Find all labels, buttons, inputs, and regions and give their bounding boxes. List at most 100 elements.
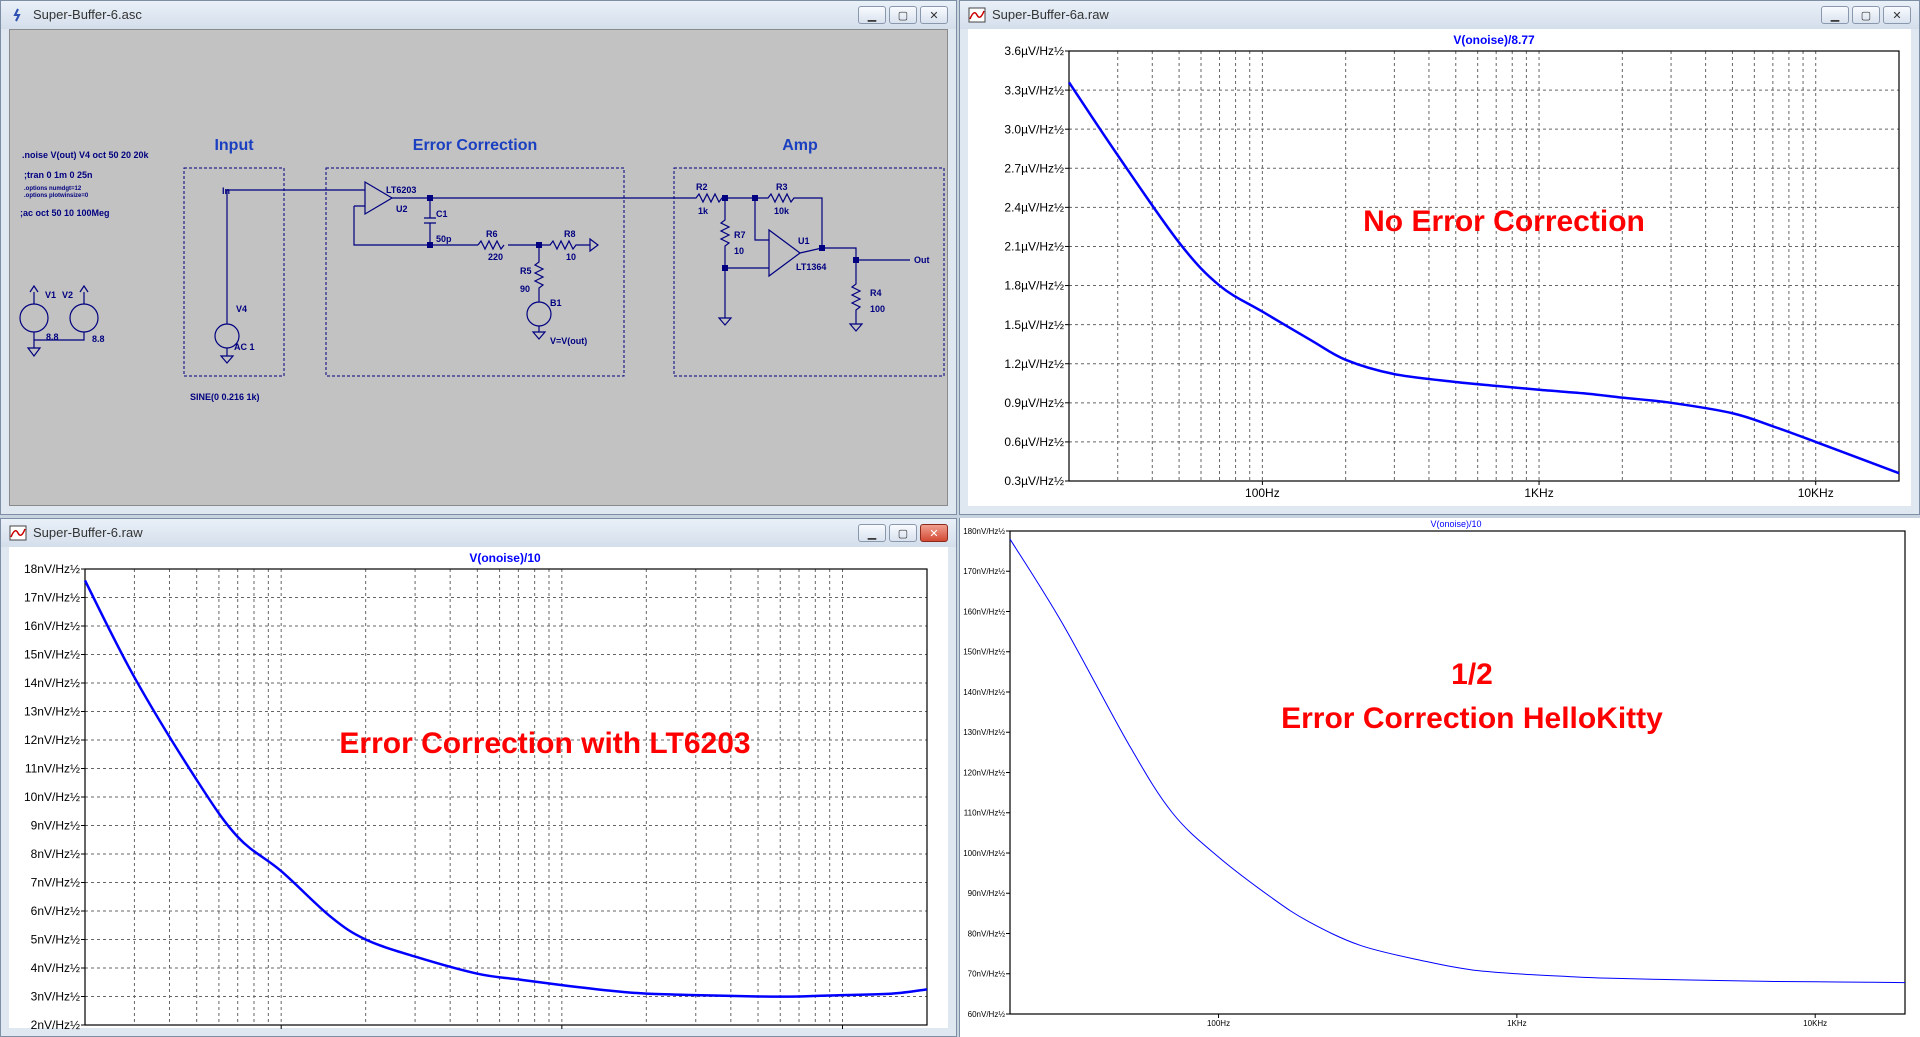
u2-opamp[interactable]: [364, 180, 394, 216]
r8-label: R8: [564, 229, 576, 239]
close-button[interactable]: ✕: [920, 524, 948, 542]
r3-resistor[interactable]: [755, 192, 823, 248]
r4-label: R4: [870, 288, 882, 298]
y-tick-label: 16nV/Hz½: [24, 619, 80, 633]
v4-value: AC 1: [234, 342, 255, 352]
close-button[interactable]: ✕: [1883, 6, 1911, 24]
plot-bl-area[interactable]: V(onoise)/10 Error Correction with LT620…: [9, 547, 948, 1030]
plot-window-no-correction[interactable]: Super-Buffer-6a.raw ▁ ▢ ✕ V(onoise)/8.77…: [959, 0, 1920, 515]
minimize-button[interactable]: ▁: [858, 524, 886, 542]
r5-label: R5: [520, 266, 532, 276]
c1-value: 50p: [436, 234, 452, 244]
maximize-button[interactable]: ▢: [1852, 6, 1880, 24]
maximize-button[interactable]: ▢: [889, 524, 917, 542]
r5-resistor[interactable]: [533, 245, 545, 302]
in-net-label: In: [222, 186, 230, 196]
y-tick-label: 2.7µV/Hz½: [1004, 161, 1064, 175]
y-tick-label: 120nV/Hz½: [963, 768, 1005, 777]
y-tick-label: 180nV/Hz½: [963, 527, 1005, 536]
x-tick-label: 10KHz: [1798, 486, 1834, 500]
u2-label: U2: [396, 204, 408, 214]
trace-label[interactable]: V(onoise)/8.77: [1453, 33, 1535, 47]
plot-tr-area[interactable]: V(onoise)/8.77 No Error Correction 3.6µV…: [968, 29, 1911, 506]
y-tick-label: 0.9µV/Hz½: [1004, 396, 1064, 410]
v4-label: V4: [236, 304, 247, 314]
trace-line[interactable]: [1067, 81, 1900, 475]
u1-opamp[interactable]: [768, 228, 802, 278]
r4-resistor[interactable]: [850, 260, 862, 324]
y-tick-label: 110nV/Hz½: [964, 809, 1006, 818]
y-tick-label: 13nV/Hz½: [24, 705, 80, 719]
annotation-half: 1/2: [1451, 658, 1493, 691]
y-tick-label: 7nV/Hz½: [31, 876, 80, 890]
input-block-box: [183, 167, 285, 377]
r5-value: 90: [520, 284, 530, 294]
plot-bl-title: Super-Buffer-6.raw: [33, 525, 143, 540]
y-tick-label: 3.3µV/Hz½: [1004, 83, 1064, 97]
r7-resistor[interactable]: [719, 198, 731, 284]
v1-value: 8.8: [46, 332, 59, 342]
noise-directive: .noise V(out) V4 oct 50 20 20k: [22, 150, 150, 160]
y-tick-label: 0.6µV/Hz½: [1004, 435, 1064, 449]
y-tick-label: 2.1µV/Hz½: [1004, 240, 1064, 254]
y-tick-label: 9nV/Hz½: [31, 819, 80, 833]
c1-capacitor[interactable]: [424, 198, 436, 245]
y-tick-label: 15nV/Hz½: [24, 648, 80, 662]
close-button[interactable]: ✕: [920, 6, 948, 24]
x-tick-label: 100Hz: [1245, 486, 1280, 500]
schematic-canvas[interactable]: .noise V(out) V4 oct 50 20 20k ;tran 0 1…: [9, 29, 948, 506]
y-tick-label: 1.8µV/Hz½: [1004, 279, 1064, 293]
y-tick-label: 5nV/Hz½: [31, 933, 80, 947]
error-correction-block-box: [325, 167, 625, 377]
plot-br-svg: V(onoise)/10 1/2 Error Correction HelloK…: [963, 519, 1906, 1028]
plot-window-lt6203[interactable]: Super-Buffer-6.raw ▁ ▢ ✕ V(onoise)/10 Er…: [0, 518, 957, 1037]
u1-model: LT1364: [796, 262, 826, 272]
schematic-window[interactable]: Super-Buffer-6.asc ▁ ▢ ✕ .noise V(out) V…: [0, 0, 957, 515]
y-tick-label: 10nV/Hz½: [24, 790, 80, 804]
maximize-button[interactable]: ▢: [889, 6, 917, 24]
b1-value: V=V(out): [550, 336, 587, 346]
y-tick-label: 11nV/Hz½: [25, 762, 80, 776]
schematic-titlebar[interactable]: Super-Buffer-6.asc ▁ ▢ ✕: [1, 1, 956, 29]
plot-frame: [1009, 530, 1906, 1015]
options-directive-1: .options numdgt=12: [24, 186, 82, 192]
v2-value: 8.8: [92, 334, 105, 344]
plot-hellokitty[interactable]: V(onoise)/10 1/2 Error Correction HelloK…: [959, 518, 1920, 1037]
amp-block-label: Amp: [782, 137, 818, 154]
annotation-no-error-correction: No Error Correction: [1363, 205, 1645, 238]
y-tick-label: 1.5µV/Hz½: [1004, 318, 1064, 332]
r7-label: R7: [734, 230, 746, 240]
plot-grid: [85, 569, 927, 1025]
trace-line[interactable]: [83, 579, 928, 998]
v2-source[interactable]: [69, 303, 99, 333]
r2-label: R2: [696, 182, 708, 192]
plot-tr-svg: V(onoise)/8.77 No Error Correction 3.6µV…: [1004, 33, 1900, 500]
y-tick-label: 140nV/Hz½: [963, 688, 1005, 697]
y-tick-label: 3nV/Hz½: [31, 990, 80, 1004]
trace-label[interactable]: V(onoise)/10: [1430, 519, 1481, 529]
y-tick-label: 90nV/Hz½: [968, 889, 1006, 898]
r6-label: R6: [486, 229, 498, 239]
y-tick-label: 3.0µV/Hz½: [1004, 122, 1064, 136]
minimize-button[interactable]: ▁: [1821, 6, 1849, 24]
r2-value: 1k: [698, 206, 709, 216]
r8-value: 10: [566, 252, 576, 262]
b1-source[interactable]: [526, 301, 552, 327]
waveform-app-icon: [968, 7, 986, 23]
plot-tr-titlebar[interactable]: Super-Buffer-6a.raw ▁ ▢ ✕: [960, 1, 1919, 29]
y-tick-label: 70nV/Hz½: [968, 970, 1006, 979]
r8-resistor[interactable]: [539, 239, 590, 251]
plot-grid: [1069, 51, 1899, 481]
u1-label: U1: [798, 236, 810, 246]
minimize-button[interactable]: ▁: [858, 6, 886, 24]
r6-resistor[interactable]: [477, 239, 505, 251]
y-tick-label: 2.4µV/Hz½: [1004, 201, 1064, 215]
r4-value: 100: [870, 304, 885, 314]
y-tick-label: 2nV/Hz½: [31, 1018, 80, 1030]
c1-label: C1: [436, 209, 448, 219]
v1-source[interactable]: [19, 303, 49, 333]
trace-line[interactable]: [1009, 538, 1906, 984]
r2-resistor[interactable]: [691, 192, 725, 204]
trace-label[interactable]: V(onoise)/10: [469, 551, 541, 565]
plot-bl-titlebar[interactable]: Super-Buffer-6.raw ▁ ▢ ✕: [1, 519, 956, 547]
